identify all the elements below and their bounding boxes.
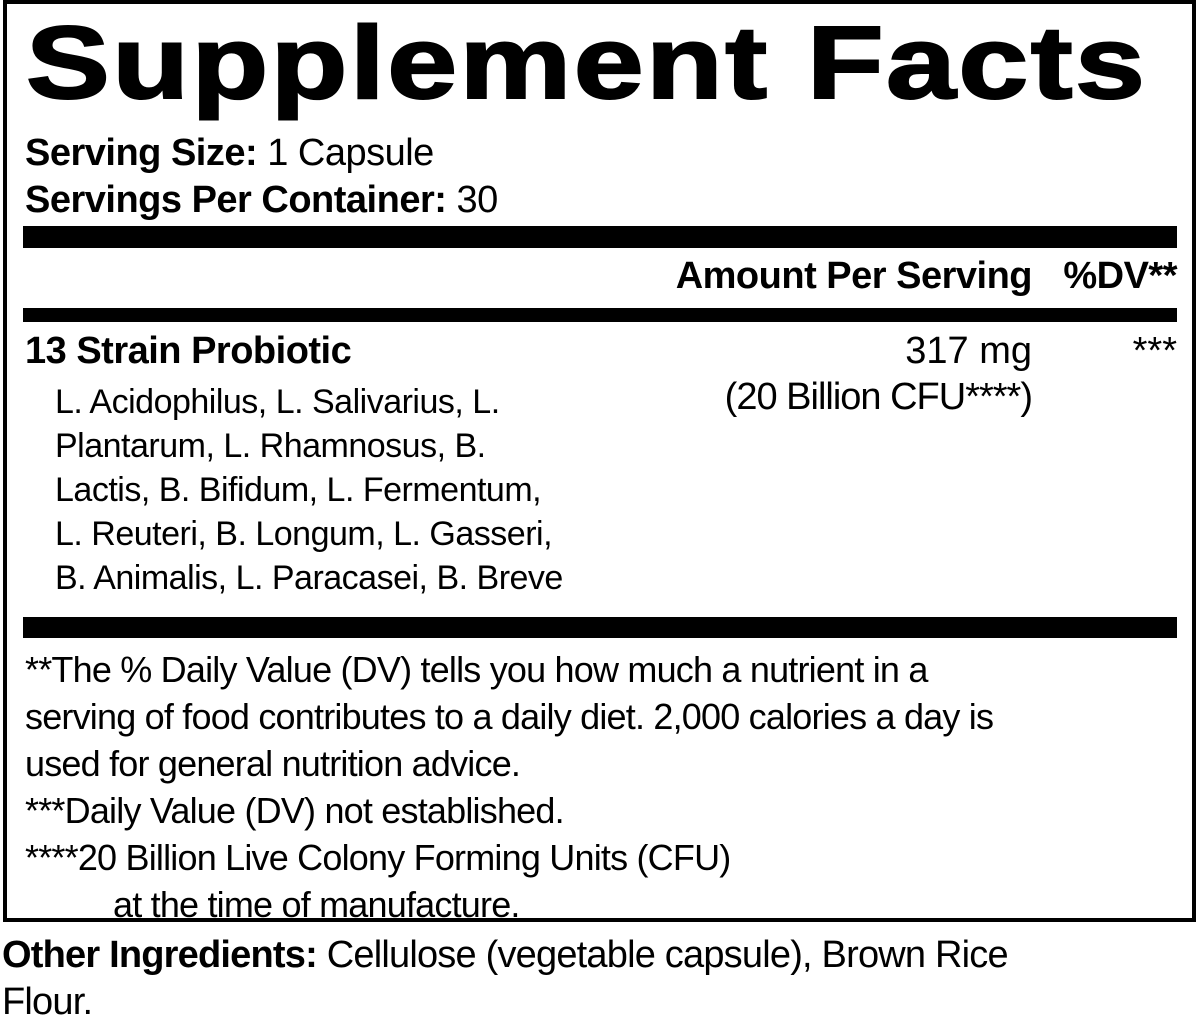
footnote-line: ****20 Billion Live Colony Forming Units… [25,837,731,878]
strain-line: L. Acidophilus, L. Salivarius, L. [55,383,500,421]
servings-per-container-label: Servings Per Container: [25,179,447,221]
strain-line: Lactis, B. Bifidum, L. Fermentum, [55,471,542,509]
strain-line: L. Reuteri, B. Longum, L. Gasseri, [55,515,553,553]
other-ingredients-line1: Other Ingredients: Cellulose (vegetable … [2,932,1009,979]
column-header-row: Amount Per Serving %DV** [23,252,1178,300]
ingredient-name: 13 Strain Probiotic [25,330,352,372]
amount-cell: 317 mg (20 Billion CFU****) [663,328,1033,600]
other-ingredients-line2: Flour. [2,981,93,1017]
supplement-facts-title: Supplement Facts [25,5,1148,120]
serving-size-label: Serving Size: [25,132,258,174]
other-ingredients: Other Ingredients: Cellulose (vegetable … [2,932,1009,1017]
label-border-box [3,0,1196,922]
amount-per-serving-header: Amount Per Serving [675,255,1033,297]
servings-per-container-line: Servings Per Container: 30 [25,177,498,224]
column-header-spacer [23,252,663,300]
footnote-line: **The % Daily Value (DV) tells you how m… [25,649,928,690]
footnote-line: ***Daily Value (DV) not established. [25,790,565,831]
footnote-line: at the time of manufacture. [113,884,520,925]
other-ingredients-text: Cellulose (vegetable capsule), Brown Ric… [326,934,1009,976]
strain-list: L. Acidophilus, L. Salivarius, L. Planta… [23,374,663,600]
header-separator-bar [23,308,1177,322]
top-separator-bar [23,226,1177,248]
footnotes: **The % Daily Value (DV) tells you how m… [25,646,994,928]
other-ingredients-label: Other Ingredients: [2,934,318,976]
ingredient-name-cell: 13 Strain Probiotic L. Acidophilus, L. S… [23,328,663,600]
strain-line: Plantarum, L. Rhamnosus, B. [55,427,486,465]
serving-size-value: 1 Capsule [267,132,434,174]
servings-per-container-value: 30 [456,179,498,221]
footnote-line: used for general nutrition advice. [25,743,521,784]
amount-value: 317 mg [905,330,1032,372]
serving-size-line: Serving Size: 1 Capsule [25,130,498,177]
dv-value: *** [1132,330,1177,372]
amount-cfu-value: (20 Billion CFU****) [724,376,1033,418]
dv-header: %DV** [1063,255,1177,297]
serving-info: Serving Size: 1 Capsule Servings Per Con… [25,130,498,224]
strain-line: B. Animalis, L. Paracasei, B. Breve [55,559,563,597]
footnote-separator-bar [23,617,1177,638]
footnote-line: serving of food contributes to a daily d… [25,696,994,737]
ingredient-row: 13 Strain Probiotic L. Acidophilus, L. S… [23,328,1177,600]
